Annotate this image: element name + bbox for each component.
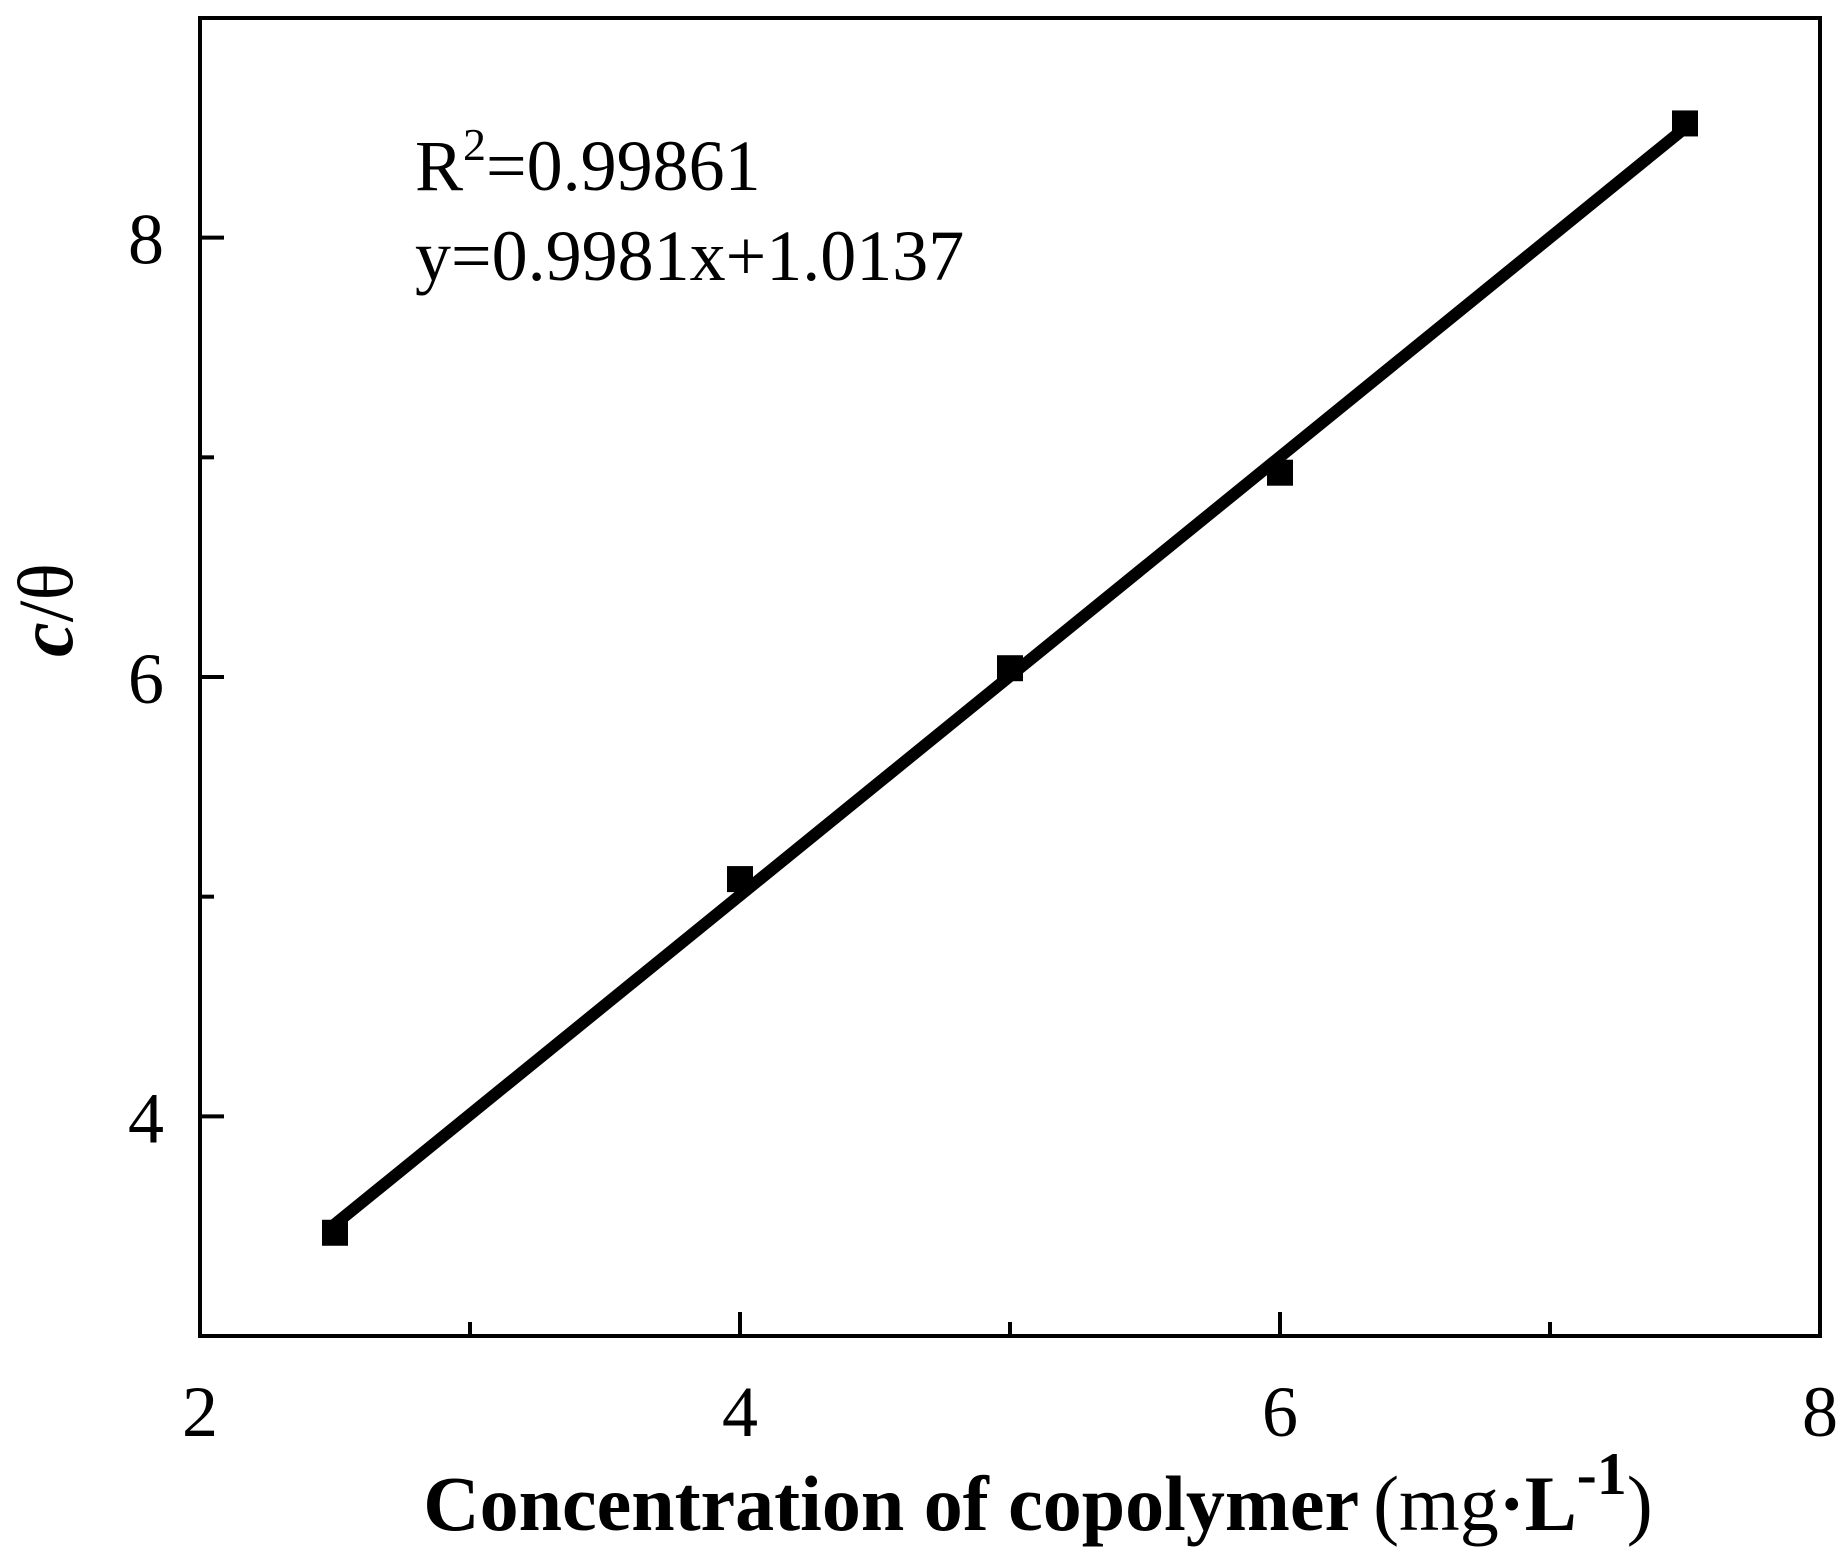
data-point (322, 1219, 348, 1246)
data-point (1672, 110, 1698, 137)
x-tick-label: 2 (182, 1372, 218, 1452)
ticks (200, 235, 1552, 1336)
r2-annotation: R2=0.99861 (415, 119, 761, 206)
data-point (1267, 459, 1293, 486)
x-tick-label: 4 (722, 1372, 758, 1452)
y-tick-label: 8 (128, 200, 164, 280)
data-point (997, 655, 1023, 682)
y-tick-label: 6 (128, 639, 164, 719)
x-tick-label: 8 (1802, 1372, 1838, 1452)
x-tick-label: 6 (1262, 1372, 1298, 1452)
x-axis-title: Concentration of copolymer (mg·L-1) (423, 1441, 1652, 1547)
y-axis-title: c/θ (2, 563, 89, 657)
data-points (322, 110, 1698, 1246)
tick-labels: 2 4 6 8 4 6 8 (128, 200, 1838, 1452)
data-point (727, 866, 753, 893)
y-tick-label: 4 (128, 1078, 164, 1158)
equation-annotation: y=0.9981x+1.0137 (415, 216, 964, 296)
